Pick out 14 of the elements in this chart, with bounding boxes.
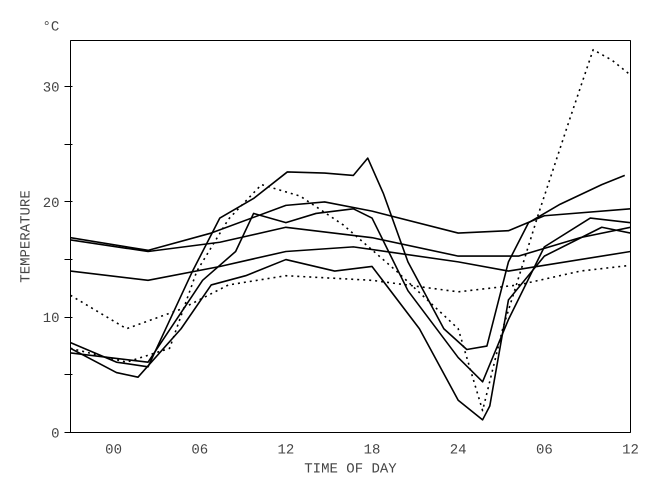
x-tick-label: 24 (450, 442, 467, 458)
x-tick-label: 06 (536, 442, 553, 458)
x-tick-label: 00 (105, 442, 122, 458)
x-tick-label: 12 (277, 442, 294, 458)
y-tick-label: 20 (42, 196, 60, 212)
x-tick-label: 06 (191, 442, 208, 458)
x-tick-label: 12 (622, 442, 639, 458)
y-tick-label: 0 (51, 426, 60, 442)
x-tick-label: 18 (364, 442, 380, 458)
y-tick-label: 10 (42, 311, 60, 328)
y-axis-title: TEMPERATURE (18, 190, 35, 283)
x-axis-title: TIME OF DAY (304, 462, 398, 478)
text: °C (42, 20, 60, 36)
y-tick-label: 30 (42, 80, 60, 97)
